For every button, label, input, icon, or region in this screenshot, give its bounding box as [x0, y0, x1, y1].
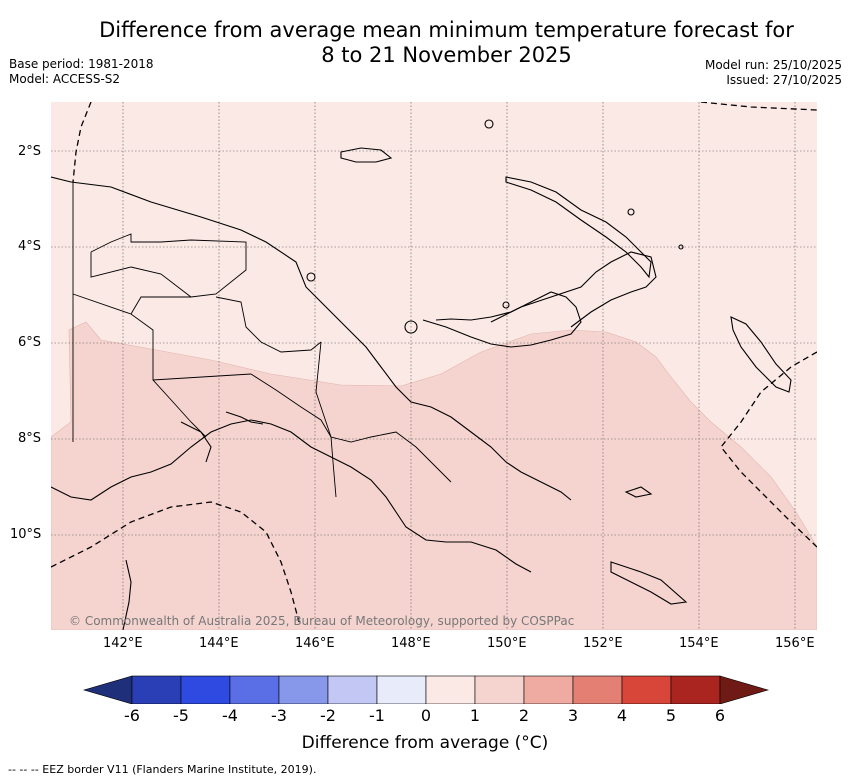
- colorbar-bin-2: [180, 675, 231, 704]
- coastlines: [51, 119, 792, 630]
- colorbar-tick-label: -3: [271, 706, 287, 725]
- model-name: Model: ACCESS-S2: [9, 72, 121, 86]
- colorbar-extend-low: [82, 675, 133, 704]
- colorbar-tick-label: 4: [616, 706, 628, 725]
- colorbar-label: Difference from average (°C): [301, 733, 549, 753]
- eez-borders: [51, 102, 817, 623]
- colorbar-tick-label: -4: [222, 706, 238, 725]
- lon-label-154e: 154°E: [679, 636, 719, 651]
- colorbar-bin-6: [376, 675, 427, 704]
- colorbar-bin-12: [670, 675, 721, 704]
- colorbar-tick-label: 3: [567, 706, 579, 725]
- metadata-left: Base period: 1981-2018 Model: ACCESS-S2: [9, 57, 154, 87]
- province-borders: [72, 182, 452, 498]
- lon-label-152e: 152°E: [583, 636, 623, 651]
- colorbar-tick-label: 2: [518, 706, 530, 725]
- graticule: [51, 102, 817, 630]
- lon-label-150e: 150°E: [487, 636, 527, 651]
- colorbar-bin-10: [572, 675, 623, 704]
- eez-legend: -- -- -- EEZ border V11 (Flanders Marine…: [8, 763, 317, 776]
- colorbar-bin-4: [278, 675, 329, 704]
- map-title: Difference from average mean minimum tem…: [0, 18, 850, 68]
- lat-label-4s: 4°S: [18, 239, 42, 254]
- colorbar-tick-label: -6: [124, 706, 140, 725]
- base-period: Base period: 1981-2018: [9, 57, 154, 71]
- lon-label-144e: 144°E: [199, 636, 239, 651]
- colorbar-bin-8: [474, 675, 525, 704]
- title-line-2: 8 to 21 November 2025: [321, 43, 572, 67]
- lon-label-146e: 146°E: [295, 636, 335, 651]
- colorbar-extend-high: [719, 675, 770, 704]
- lat-label-8s: 8°S: [18, 431, 42, 446]
- colorbar-bin-11: [621, 675, 672, 704]
- lat-label-6s: 6°S: [18, 335, 42, 350]
- metadata-right: Model run: 25/10/2025 Issued: 27/10/2025: [705, 58, 842, 88]
- title-line-1: Difference from average mean minimum tem…: [99, 18, 794, 42]
- colorbar-bin-7: [425, 675, 476, 704]
- colorbar-bin-5: [327, 675, 378, 704]
- lon-label-156e: 156°E: [775, 636, 815, 651]
- colorbar-bin-9: [523, 675, 574, 704]
- colorbar-tick-label: 0: [420, 706, 432, 725]
- lon-label-148e: 148°E: [391, 636, 431, 651]
- colorbar-tick-label: -5: [173, 706, 189, 725]
- lat-label-10s: 10°S: [10, 527, 42, 542]
- colorbar-tick-label: -1: [369, 706, 385, 725]
- copyright-credit: © Commonwealth of Australia 2025, Bureau…: [69, 614, 575, 628]
- colorbar-bin-1: [131, 675, 182, 704]
- model-run: Model run: 25/10/2025: [704, 58, 842, 72]
- colorbar-tick-label: 1: [469, 706, 481, 725]
- colorbar-tick-label: -2: [320, 706, 336, 725]
- colorbar-bin-3: [229, 675, 280, 704]
- map-canvas: [51, 102, 817, 630]
- lat-label-2s: 2°S: [18, 144, 42, 159]
- colorbar-tick-label: 5: [665, 706, 677, 725]
- colorbar-tick-label: 6: [714, 706, 726, 725]
- lon-label-142e: 142°E: [103, 636, 143, 651]
- issued-date: Issued: 27/10/2025: [726, 73, 842, 87]
- colorbar: [82, 675, 770, 704]
